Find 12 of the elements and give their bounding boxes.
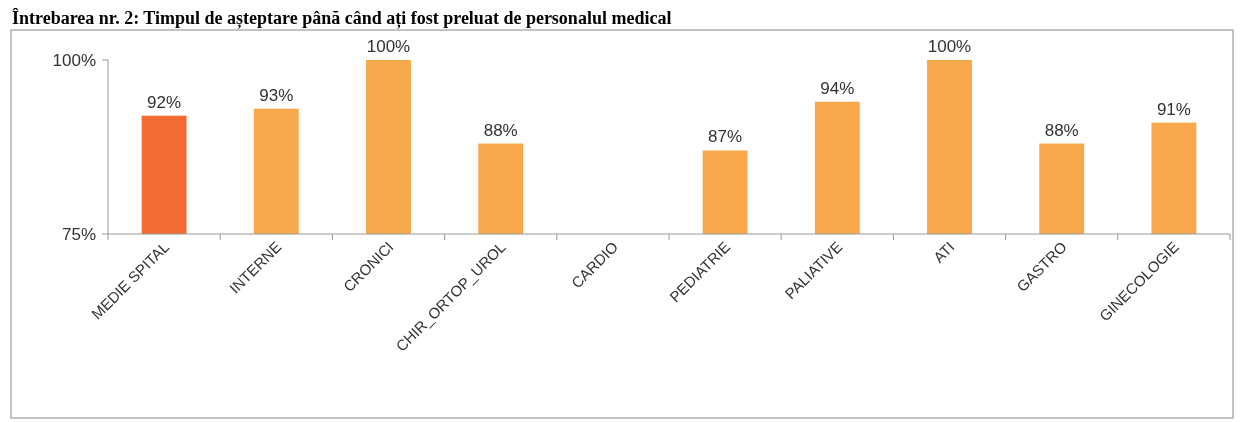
chart-title: Întrebarea nr. 2: Timpul de așteptare până când ați fost preluat de personalul medical — [12, 7, 672, 29]
data-label: 91% — [1156, 99, 1191, 119]
data-label: 88% — [1044, 120, 1079, 140]
data-label: 92% — [147, 92, 182, 112]
y-tick-label: 75% — [61, 224, 96, 244]
x-tick-label: ATI — [929, 238, 958, 266]
data-label: 87% — [708, 127, 743, 147]
data-label: 100% — [927, 37, 972, 56]
data-label: 100% — [366, 37, 411, 56]
data-label: 88% — [483, 120, 518, 140]
data-label: 94% — [820, 78, 855, 98]
data-label: 93% — [259, 85, 294, 105]
